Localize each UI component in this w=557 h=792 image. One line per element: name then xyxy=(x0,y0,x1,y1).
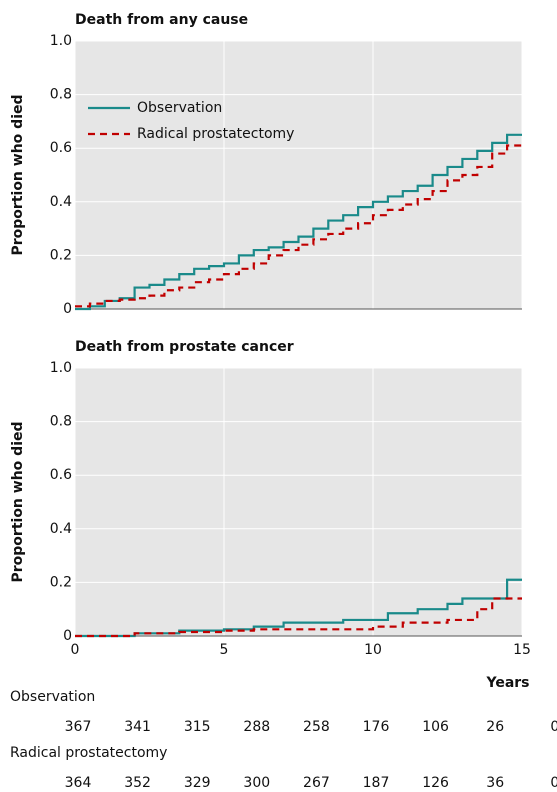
x-tick-label: 0 xyxy=(71,642,80,658)
chart-title: Death from prostate cancer xyxy=(75,339,294,355)
x-tick-label: 15 xyxy=(513,642,531,658)
y-tick-label: 0.4 xyxy=(50,194,72,210)
y-tick-label: 1.0 xyxy=(50,33,72,49)
risk-count: 126 xyxy=(422,775,449,791)
risk-count: 341 xyxy=(124,719,151,735)
y-tick-label: 0.2 xyxy=(50,574,72,590)
risk-count: 288 xyxy=(243,719,270,735)
y-tick-label: 0.4 xyxy=(50,521,72,537)
risk-count: 315 xyxy=(184,719,211,735)
y-axis-label: Proportion who died xyxy=(10,94,26,255)
plot-background xyxy=(75,41,522,309)
risk-count: 329 xyxy=(184,775,211,791)
y-tick-label: 0.6 xyxy=(50,140,72,156)
risk-count: 352 xyxy=(124,775,151,791)
x-tick-label: 10 xyxy=(364,642,382,658)
risk-row-label: Radical prostatectomy xyxy=(10,745,167,761)
risk-count: 300 xyxy=(243,775,270,791)
risk-count: 367 xyxy=(65,719,92,735)
step-line xyxy=(75,133,522,311)
legend-label: Observation xyxy=(137,100,222,116)
risk-count: 106 xyxy=(422,719,449,735)
step-line xyxy=(75,597,522,638)
legend-label: Radical prostatectomy xyxy=(137,126,294,142)
risk-count: 258 xyxy=(303,719,330,735)
y-tick-label: 0 xyxy=(63,628,72,644)
y-axis-label: Proportion who died xyxy=(10,421,26,582)
y-tick-label: 0.2 xyxy=(50,247,72,263)
risk-count: 176 xyxy=(363,719,390,735)
risk-count: 0 xyxy=(550,775,557,791)
risk-row-label: Observation xyxy=(10,689,95,705)
risk-count: 364 xyxy=(65,775,92,791)
y-tick-label: 0.8 xyxy=(50,414,72,430)
y-tick-label: 0.6 xyxy=(50,467,72,483)
y-tick-label: 0 xyxy=(63,301,72,317)
risk-count: 187 xyxy=(363,775,390,791)
chart-title: Death from any cause xyxy=(75,12,248,28)
step-line xyxy=(75,142,524,308)
plot-background xyxy=(75,368,522,636)
x-tick-label: 5 xyxy=(220,642,229,658)
y-tick-label: 1.0 xyxy=(50,360,72,376)
risk-count: 36 xyxy=(486,775,504,791)
risk-count: 267 xyxy=(303,775,330,791)
x-axis-label: Years xyxy=(485,675,529,691)
risk-count: 26 xyxy=(486,719,504,735)
risk-count: 0 xyxy=(550,719,557,735)
y-tick-label: 0.8 xyxy=(50,87,72,103)
